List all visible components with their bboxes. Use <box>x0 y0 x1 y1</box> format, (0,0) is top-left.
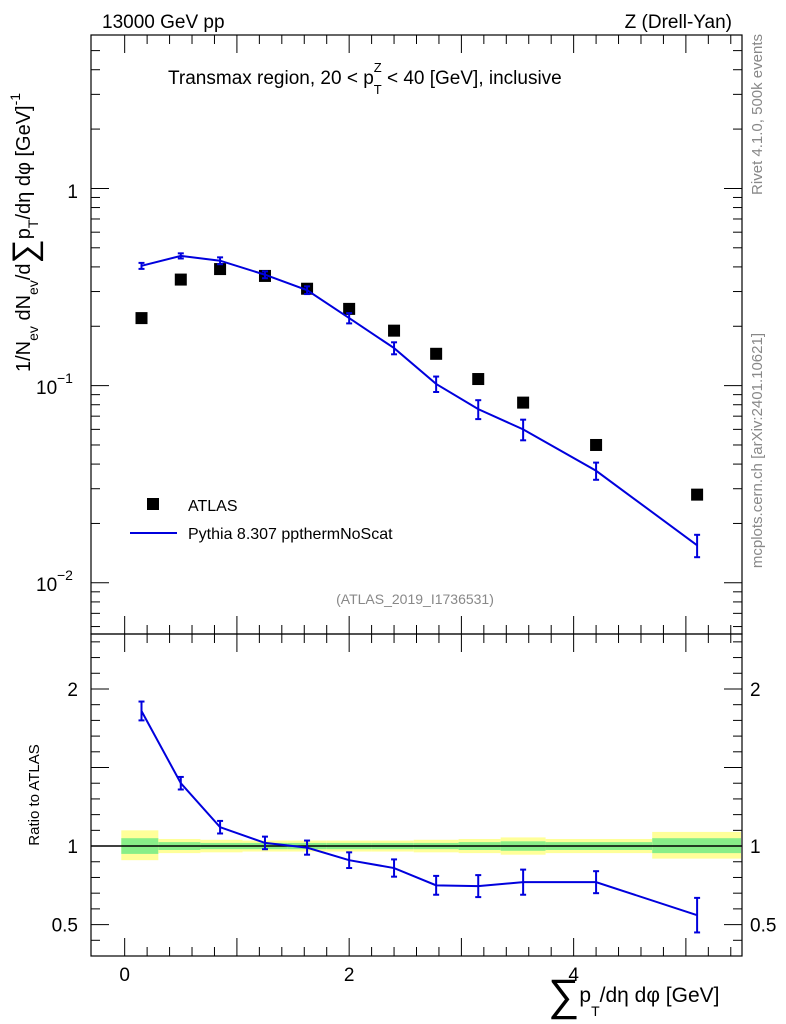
header-left: 13000 GeV pp <box>102 12 225 33</box>
ratio-ticks <box>91 634 742 956</box>
analysis-watermark: (ATLAS_2019_I1736531) <box>336 591 494 607</box>
x-tick-label: 2 <box>344 965 355 986</box>
ratio-y-tick-label: 2 <box>67 680 78 701</box>
atlas-point <box>214 263 227 276</box>
ratio-y-label: Ratio to ATLAS <box>26 744 43 845</box>
chart-title: Transmax region, 20 < pTZ < 40 [GeV], in… <box>168 60 562 97</box>
atlas-point <box>343 302 356 315</box>
ratio-tick-labels: 0 2 4 0.5 0.5 1 1 2 2 <box>52 680 777 986</box>
x-tick-label: 4 <box>568 965 579 986</box>
ratio-frame <box>90 633 743 957</box>
y-axis-label: 1/Nev dNev/d∑pT/dη dφ [GeV]-1 <box>6 93 44 372</box>
ratio-y-tick-label: 0.5 <box>52 916 78 937</box>
ratio-line <box>140 710 698 917</box>
ratio-data <box>138 700 701 934</box>
ratio-y-tick-label-right: 1 <box>750 837 761 858</box>
atlas-point <box>430 347 443 360</box>
atlas-point <box>174 273 187 286</box>
svg-text:10: 10 <box>36 378 57 399</box>
legend-label-atlas: ATLAS <box>188 498 238 515</box>
svg-text:−2: −2 <box>57 567 73 583</box>
pythia-line <box>141 254 698 547</box>
mcplots-label: mcplots.cern.ch [arXiv:2401.10621] <box>749 333 766 568</box>
y-tick-label-1: 1 <box>67 182 78 203</box>
atlas-point <box>517 396 530 409</box>
x-axis-label: ∑pT/dη dφ [GeV] <box>548 971 719 1020</box>
atlas-point <box>135 312 148 325</box>
x-tick-label: 0 <box>119 965 130 986</box>
ratio-y-tick-label-right: 2 <box>750 680 761 701</box>
atlas-point <box>590 438 603 451</box>
atlas-point <box>388 324 401 337</box>
legend: ATLAS Pythia 8.307 ppthermNoScat <box>130 498 393 543</box>
legend-label-pythia: Pythia 8.307 ppthermNoScat <box>188 526 393 543</box>
atlas-point <box>472 373 485 386</box>
atlas-point <box>691 488 704 501</box>
svg-text:10: 10 <box>36 575 57 596</box>
y-tick-label-0.1: 10 −1 <box>36 370 73 399</box>
main-y-tick-labels: 1 10 −1 10 −2 <box>36 182 78 596</box>
main-frame <box>90 34 743 635</box>
legend-marker-atlas <box>147 498 159 510</box>
header-right: Z (Drell-Yan) <box>625 12 732 33</box>
main-ticks <box>91 34 742 634</box>
y-tick-label-0.01: 10 −2 <box>36 567 73 596</box>
ratio-y-tick-label: 1 <box>67 837 78 858</box>
main-panel: 1 10 −1 10 −2 Transmax region, 20 < pTZ … <box>6 34 743 635</box>
svg-text:−1: −1 <box>57 370 73 386</box>
main-data <box>135 252 704 559</box>
ratio-uncertainty-bands <box>121 830 741 861</box>
ratio-y-tick-label-right: 0.5 <box>750 916 776 937</box>
ratio-panel: 0 2 4 0.5 0.5 1 1 2 2 Ratio to ATLAS ∑pT/dη dφ [… <box>26 633 777 1020</box>
rivet-label: Rivet 4.1.0, 500k events <box>749 34 766 195</box>
